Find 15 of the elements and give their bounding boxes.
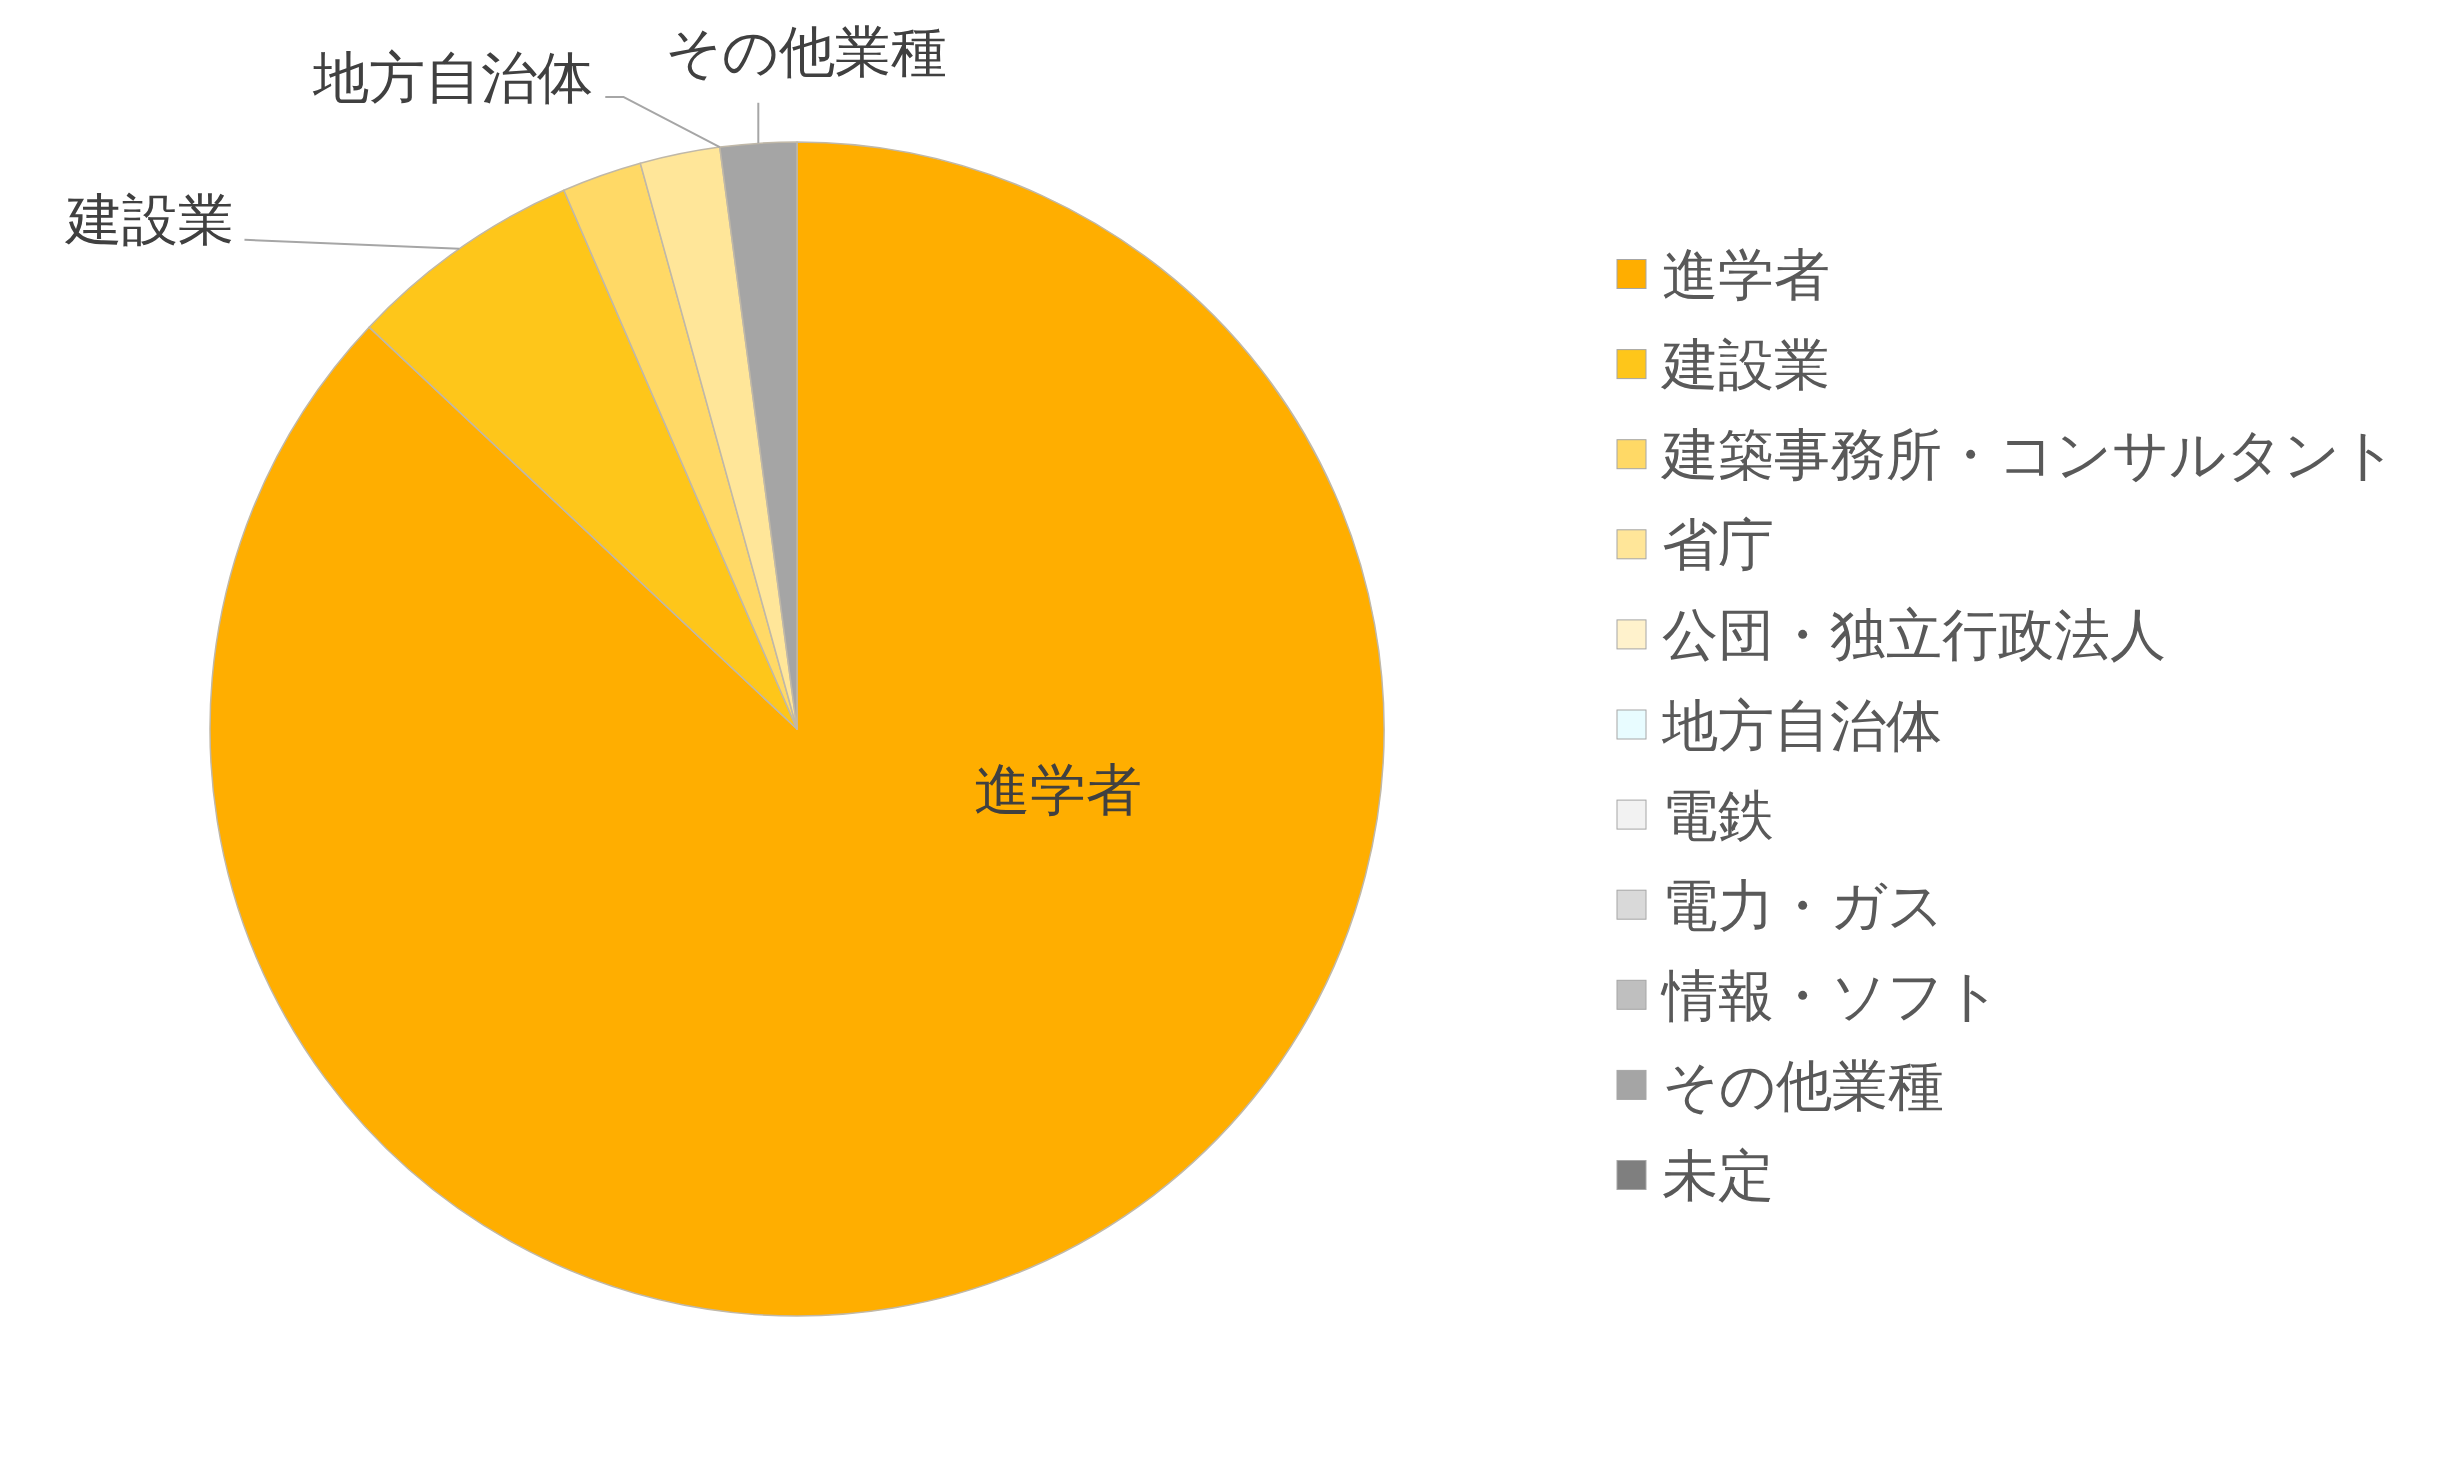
data-label: 進学者 — [973, 756, 1142, 822]
data-label: その他業種 — [665, 18, 948, 84]
legend-label: 公団・独立行政法人 — [1662, 601, 2166, 667]
legend-label: 建設業 — [1660, 331, 1830, 397]
legend-label: 省庁 — [1662, 511, 1774, 577]
legend-label: 地方自治体 — [1661, 692, 1942, 757]
legend-label: 電力・ガス — [1662, 872, 1944, 938]
legend-label: 電鉄 — [1662, 782, 1774, 848]
text: 地方自治体 — [313, 44, 594, 110]
legend-label: 未定 — [1662, 1142, 1774, 1208]
data-label: 建設業 — [64, 186, 235, 252]
legend-label: 建築事務所・コンサルタント — [1660, 421, 2397, 487]
legend-label: 情報・ソフト — [1660, 962, 2001, 1028]
legend-label: 進学者 — [1662, 241, 1830, 307]
legend-label: その他業種 — [1662, 1052, 1944, 1118]
